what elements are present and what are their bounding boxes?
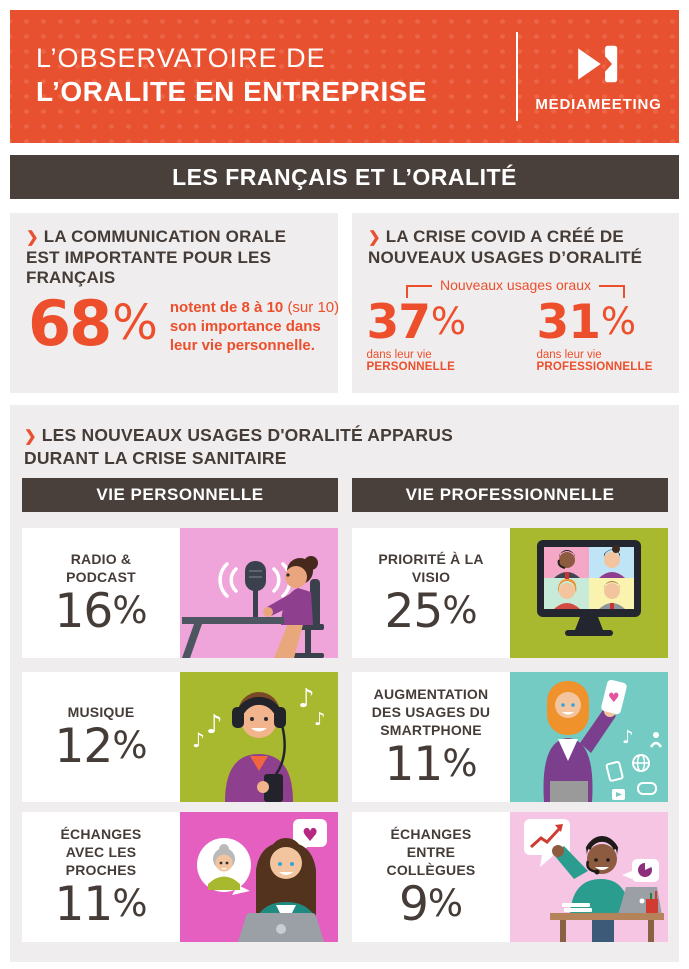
- brand-block: MEDIAMEETING: [518, 10, 679, 143]
- brand-name: MEDIAMEETING: [535, 95, 662, 113]
- svg-text:♪: ♪: [314, 709, 326, 730]
- header-banner: L’OBSERVATOIRE DE L’ORALITE EN ENTREPRIS…: [10, 10, 679, 143]
- svg-text:♪: ♪: [192, 728, 205, 752]
- mediameeting-logo-icon: [577, 45, 617, 82]
- card-usages-smartphone: AUGMENTATION DES USAGES DU SMARTPHONE 11…: [352, 672, 668, 802]
- column-header-vie-professionnelle: VIE PROFESSIONNELLE: [352, 478, 668, 512]
- chevron-bullet-icon: ❯: [24, 428, 37, 445]
- stat-caption: notent de 8 à 10 (sur 10) son importance…: [169, 299, 340, 354]
- new-usages-panel: ❯ LES NOUVEAUX USAGES D'ORALITÉ APPARUS D…: [10, 405, 679, 962]
- illustration-woman-podcast-microphone: [180, 528, 338, 658]
- section-title-bar: LES FRANÇAIS ET L’ORALITÉ: [10, 155, 679, 199]
- bracket-label-row: Nouveaux usages oraux: [352, 277, 679, 298]
- bracket-label: Nouveaux usages oraux: [440, 277, 591, 293]
- chevron-bullet-icon: ❯: [26, 229, 39, 246]
- percent-sign: %: [112, 295, 158, 351]
- svg-text:♪: ♪: [298, 684, 315, 714]
- stat-68-percent: 68 % notent de 8 à 10 (sur 10) son impor…: [28, 287, 352, 360]
- stat-value: 68: [28, 287, 112, 360]
- svg-text:♥: ♥: [608, 691, 620, 706]
- bracket-right: [599, 285, 625, 298]
- stat-box-oral-communication: ❯ LA COMMUNICATION ORALE EST IMPORTANTE P…: [10, 213, 339, 393]
- illustration-woman-smartphone-apps: ♥ ♪: [510, 672, 668, 802]
- bracket-left: [406, 285, 432, 298]
- illustration-man-headphones-music: ♪ ♪ ♪ ♪: [180, 672, 338, 802]
- illustration-video-conference-monitor: [510, 528, 668, 658]
- panel-heading: ❯ LES NOUVEAUX USAGES D'ORALITÉ APPARUS D…: [24, 425, 453, 469]
- stat-37-personnelle: 37% dans leur vie PERSONNELLE: [366, 295, 467, 373]
- card-echanges-proches: ÉCHANGES AVEC LES PROCHES 11% ♥: [22, 812, 338, 942]
- section-title: LES FRANÇAIS ET L’ORALITÉ: [172, 163, 517, 190]
- header-title-line1: L’OBSERVATOIRE DE: [36, 43, 326, 73]
- card-musique: MUSIQUE 12% ♪ ♪ ♪ ♪: [22, 672, 338, 802]
- stat-31-professionnelle: 31% dans leur vie PROFESSIONNELLE: [536, 295, 653, 373]
- header-title-line2: L’ORALITE EN ENTREPRISE: [36, 76, 428, 107]
- stat-box-right-heading: ❯ LA CRISE COVID A CRÉÉ DE NOUVEAUX USAGE…: [368, 227, 643, 267]
- covid-stats-row: 37% dans leur vie PERSONNELLE 31% dans l…: [352, 295, 679, 373]
- card-priorite-visio: PRIORITÉ À LA VISIO 25%: [352, 528, 668, 658]
- card-echanges-collegues: ÉCHANGES ENTRE COLLÈGUES 9%: [352, 812, 668, 942]
- svg-text:♥: ♥: [302, 825, 318, 846]
- illustration-women-video-call-laptop: ♥: [180, 812, 338, 942]
- stat-box-covid-usages: ❯ LA CRISE COVID A CRÉÉ DE NOUVEAUX USAGE…: [352, 213, 679, 393]
- stat-box-left-heading: ❯ LA COMMUNICATION ORALE EST IMPORTANTE P…: [26, 227, 287, 288]
- illustration-man-headset-desk: [510, 812, 668, 942]
- chevron-bullet-icon: ❯: [368, 229, 381, 246]
- svg-text:♪: ♪: [622, 727, 634, 748]
- svg-text:♪: ♪: [206, 710, 223, 740]
- column-header-vie-personnelle: VIE PERSONNELLE: [22, 478, 338, 512]
- card-radio-podcast: RADIO & PODCAST 16%: [22, 528, 338, 658]
- header-divider: [516, 32, 518, 121]
